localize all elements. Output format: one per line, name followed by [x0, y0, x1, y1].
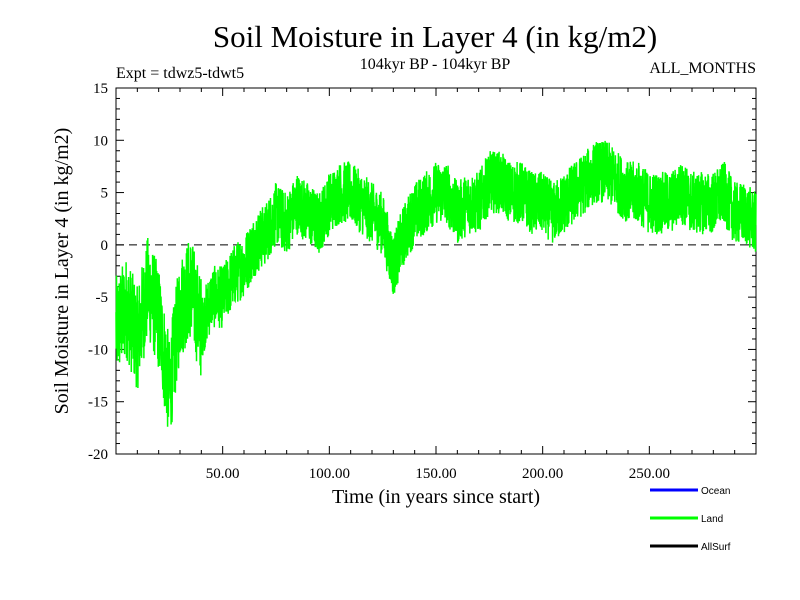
plot-area-frame	[115, 87, 757, 455]
x-tick-label: 200.00	[522, 466, 563, 482]
y-tick-label: 10	[93, 133, 108, 149]
y-tick-label: -5	[96, 290, 109, 306]
legend-label-allsurf: AllSurf	[701, 542, 731, 553]
y-tick-label: 5	[101, 186, 109, 202]
x-tick-label: 100.00	[309, 466, 350, 482]
expt-label: Expt = tdwz5-tdwt5	[116, 65, 244, 82]
x-tick-label: 250.00	[629, 466, 670, 482]
legend-label-ocean: Ocean	[701, 486, 730, 497]
y-tick-label: 0	[101, 238, 109, 254]
legend-label-land: Land	[701, 514, 723, 525]
y-axis-label: Soil Moisture in Layer 4 (in kg/m2)	[51, 128, 73, 415]
months-label: ALL_MONTHS	[649, 60, 756, 77]
series-line-land	[115, 140, 757, 427]
legend: Ocean Land AllSurf	[650, 486, 731, 553]
y-tick-label: -15	[88, 395, 108, 411]
x-tick-label: 50.00	[206, 466, 240, 482]
y-tick-label: -20	[88, 447, 108, 463]
chart-subtitle: 104kyr BP - 104kyr BP	[360, 56, 511, 73]
y-tick-label: 15	[93, 81, 108, 97]
x-axis-ticks: 50.00 100.00 150.00 200.00 250.00	[136, 88, 736, 482]
x-tick-label: 150.00	[415, 466, 456, 482]
chart-title: Soil Moisture in Layer 4 (in kg/m2)	[213, 19, 657, 54]
x-axis-label: Time (in years since start)	[332, 486, 540, 508]
y-tick-label: -10	[88, 342, 108, 358]
